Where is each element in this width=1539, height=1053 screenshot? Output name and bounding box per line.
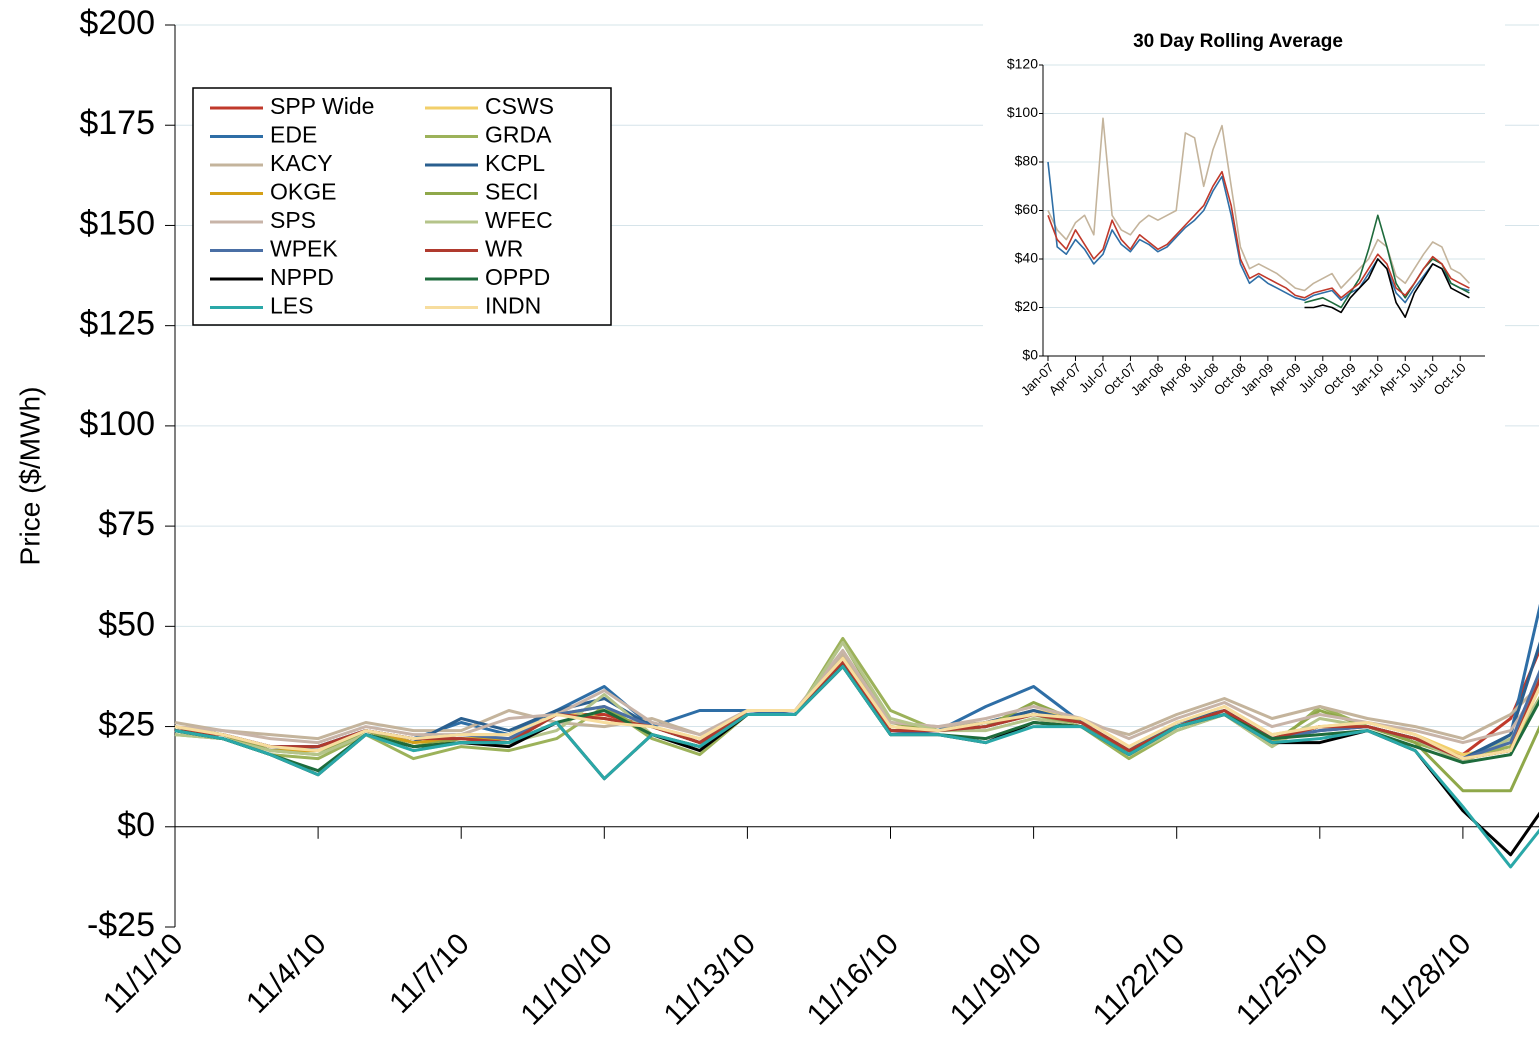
y-tick-label: $25 [98,706,155,744]
legend-label: WFEC [485,207,553,233]
y-tick-label: $0 [117,806,155,844]
legend-label: WR [485,236,523,262]
x-tick-label: 11/25/10 [1230,927,1334,1031]
y-tick-label: $125 [79,305,155,343]
legend-label: SPS [270,207,316,233]
y-tick-label: $150 [79,204,155,242]
legend-label: CSWS [485,93,554,119]
y-tick-label: $50 [98,605,155,643]
legend-label: KCPL [485,150,545,176]
series-line [1047,170,1470,299]
y-tick-label: $100 [79,405,155,443]
series-line [174,664,1539,869]
legend-box [192,87,612,326]
x-tick-label: 11/7/10 [383,927,476,1020]
y-tick-label: -$25 [87,906,155,944]
y-axis-title: Price ($/MWh) [14,387,45,566]
legend-label: GRDA [485,122,552,148]
x-tick-label: 11/19/10 [944,927,1048,1031]
legend-label: OKGE [270,179,336,205]
y-tick-label: $40 [1015,250,1039,266]
series-line [174,656,1539,761]
y-tick-label: $80 [1015,153,1039,169]
series-line [1047,161,1470,304]
x-tick-label: 11/22/10 [1087,927,1191,1031]
legend-label: EDE [270,122,317,148]
x-tick-label: 11/4/10 [240,927,333,1020]
inset-chart: $0$20$40$60$80$100$120Jan-07Apr-07Jul-07… [983,15,1505,430]
legend-label: SECI [485,179,539,205]
legend-label: SPP Wide [270,93,374,119]
x-tick-label: 11/28/10 [1373,927,1477,1031]
y-tick-label: $60 [1015,201,1039,217]
legend-label: WPEK [270,236,338,262]
y-tick-label: $20 [1015,298,1039,314]
legend-label: NPPD [270,264,334,290]
y-tick-label: $120 [1007,56,1038,72]
x-tick-label: 11/13/10 [658,927,762,1031]
legend-label: KACY [270,150,333,176]
y-tick-label: $75 [98,505,155,543]
y-tick-label: $200 [79,4,155,42]
series-line [174,648,1539,745]
series-line [1304,258,1470,318]
y-tick-label: $175 [79,104,155,142]
inset-background [983,15,1505,430]
y-tick-label: $0 [1022,347,1038,363]
legend: SPP Wide CSWS EDE GRDA KACY KCPL OKGE SECI SPS WF… [192,87,612,326]
legend-label: INDN [485,293,541,319]
x-tick-label: 11/10/10 [515,927,619,1031]
legend-label: LES [270,293,313,319]
series-line [1047,117,1470,292]
x-tick-label: 11/16/10 [801,927,905,1031]
legend-label: OPPD [485,264,550,290]
chart-title: 30 Day Rolling Average [1133,31,1343,52]
y-tick-label: $100 [1007,104,1038,120]
